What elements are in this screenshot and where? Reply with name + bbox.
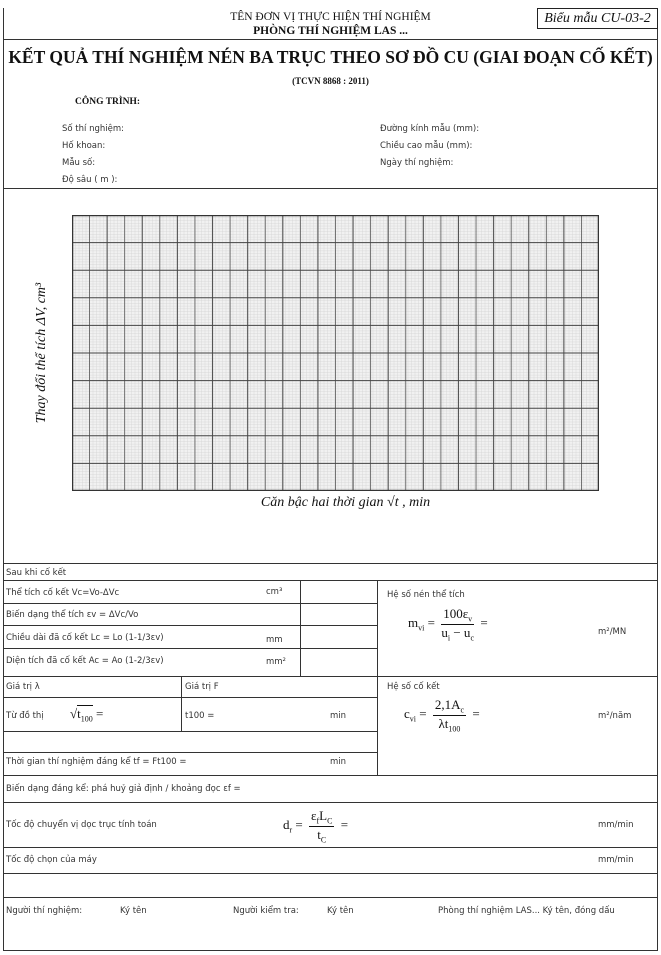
border-left [3, 8, 4, 951]
info-date: Ngày thí nghiệm: [380, 158, 454, 168]
unit-length: mm [266, 635, 283, 645]
row-area: Diện tích đã cố kết Ac = Ao (1-2/3εv) [6, 656, 164, 666]
divider [181, 676, 182, 731]
cv-unit: m²/năm [598, 711, 632, 721]
grid-frame [72, 215, 599, 491]
rate-formula: dr = εfLC tC = [283, 808, 349, 845]
border-right [657, 8, 658, 951]
sqrt-t100-formula: √t100 = [70, 705, 104, 724]
machine-label: Tốc độ chọn của máy [6, 855, 97, 865]
t100-label: t100 = [185, 711, 215, 721]
mv-formula: mvi = 100εv ui − uc = [408, 606, 488, 643]
standard: (TCVN 8868 : 2011) [292, 76, 369, 86]
divider [3, 563, 658, 564]
tester-sign: Ký tên [120, 906, 147, 916]
divider [3, 39, 658, 40]
unit-volume: cm³ [266, 587, 283, 597]
mv-unit: m²/MN [598, 627, 627, 637]
form-code: Biểu mẫu CU-03-2 [537, 8, 658, 29]
info-borehole: Hố khoan: [62, 141, 106, 151]
project-label: CÔNG TRÌNH: [75, 97, 141, 107]
divider [3, 188, 658, 189]
checker-sign: Ký tên [327, 906, 354, 916]
mv-label: Hệ số nén thể tích [387, 590, 465, 600]
divider [3, 676, 658, 677]
cv-label: Hệ số cố kết [387, 682, 440, 692]
from-graph-label: Từ đồ thị [6, 711, 44, 721]
org-name: TÊN ĐƠN VỊ THỰC HIỆN THÍ NGHIỆM [230, 11, 431, 23]
rate-label: Tốc độ chuyển vị dọc trục tính toán [6, 820, 157, 830]
info-test-no: Số thí nghiệm: [62, 124, 124, 134]
tester-label: Người thí nghiệm: [6, 906, 83, 916]
divider [3, 625, 378, 626]
divider [3, 847, 658, 848]
info-diameter: Đường kính mẫu (mm): [380, 124, 480, 134]
divider [3, 802, 658, 803]
row-vol-strain: Biến dạng thể tích εv = ΔVc/Vo [6, 610, 139, 620]
tf-unit: min [330, 757, 347, 767]
divider [3, 897, 658, 898]
divider [3, 603, 378, 604]
info-sample: Mẫu số: [62, 158, 96, 168]
lab-sign: Phòng thí nghiệm LAS... Ký tên, đóng dấu [438, 906, 615, 916]
cv-formula: cvi = 2,1Ac λt100 = [404, 697, 480, 734]
checker-label: Người kiểm tra: [233, 906, 299, 916]
divider [3, 731, 378, 732]
strain-label: Biến dạng đáng kể: phá huỷ giả định / kh… [6, 784, 241, 794]
unit-area: mm² [266, 657, 286, 667]
tf-label: Thời gian thí nghiệm đáng kể tf = Ft100 … [6, 757, 187, 767]
lambda-label: Giá trị λ [6, 682, 40, 692]
info-height: Chiều cao mẫu (mm): [380, 141, 473, 151]
page-title: KẾT QUẢ THÍ NGHIỆM NÉN BA TRỤC THEO SƠ Đ… [8, 47, 653, 67]
divider [3, 775, 658, 776]
row-volume: Thể tích cố kết Vc=Vo-ΔVc [6, 588, 120, 598]
f-label: Giá trị F [185, 682, 219, 692]
graph-paper-grid [72, 215, 599, 491]
rate-unit: mm/min [598, 820, 634, 830]
divider [377, 580, 378, 775]
divider [3, 697, 378, 698]
divider [3, 873, 658, 874]
divider [3, 752, 378, 753]
divider [3, 580, 658, 581]
machine-unit: mm/min [598, 855, 634, 865]
y-axis-label: Thay đổi thể tích ΔV, cm³ [34, 282, 49, 424]
after-heading: Sau khi cố kết [6, 568, 67, 578]
info-depth: Độ sâu ( m ): [62, 175, 118, 185]
row-length: Chiều dài đã cố kết Lc = Lo (1-1/3εv) [6, 633, 164, 643]
t100-unit: min [330, 711, 347, 721]
divider [3, 648, 378, 649]
lab-name: PHÒNG THÍ NGHIỆM LAS ... [253, 25, 408, 37]
x-axis-label: Căn bậc hai thời gian √t , min [260, 495, 431, 510]
border-bottom [3, 950, 658, 951]
divider [300, 580, 301, 676]
